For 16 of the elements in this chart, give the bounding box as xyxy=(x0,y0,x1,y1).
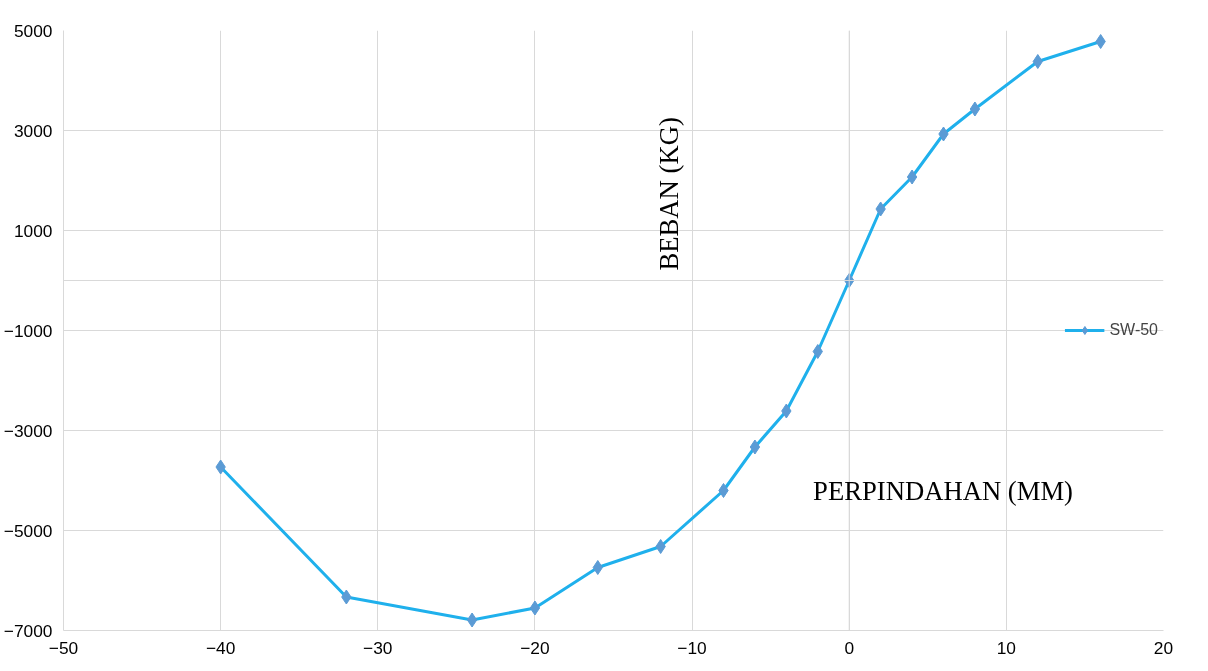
x-tick-label: −10 xyxy=(677,637,707,658)
x-tick-label: −40 xyxy=(205,637,236,658)
x-tick-label: 10 xyxy=(996,637,1016,658)
x-tick-label: −30 xyxy=(363,637,393,658)
x-axis-title: PERPINDAHAN (MM) xyxy=(813,475,1073,506)
x-tick-label: 0 xyxy=(844,637,855,658)
y-tick-label: −5000 xyxy=(3,520,53,541)
y-axis-title: BEBAN (KG) xyxy=(654,117,685,271)
y-tick-label: 1000 xyxy=(13,220,53,241)
x-tick-label: 20 xyxy=(1153,637,1174,658)
y-tick-label: 3000 xyxy=(13,120,53,141)
y-tick-label: −3000 xyxy=(3,420,53,441)
y-tick-label: 5000 xyxy=(13,20,53,41)
legend-label: SW-50 xyxy=(1109,321,1158,339)
x-tick-label: −20 xyxy=(520,637,550,658)
y-tick-label: −1000 xyxy=(3,320,53,341)
